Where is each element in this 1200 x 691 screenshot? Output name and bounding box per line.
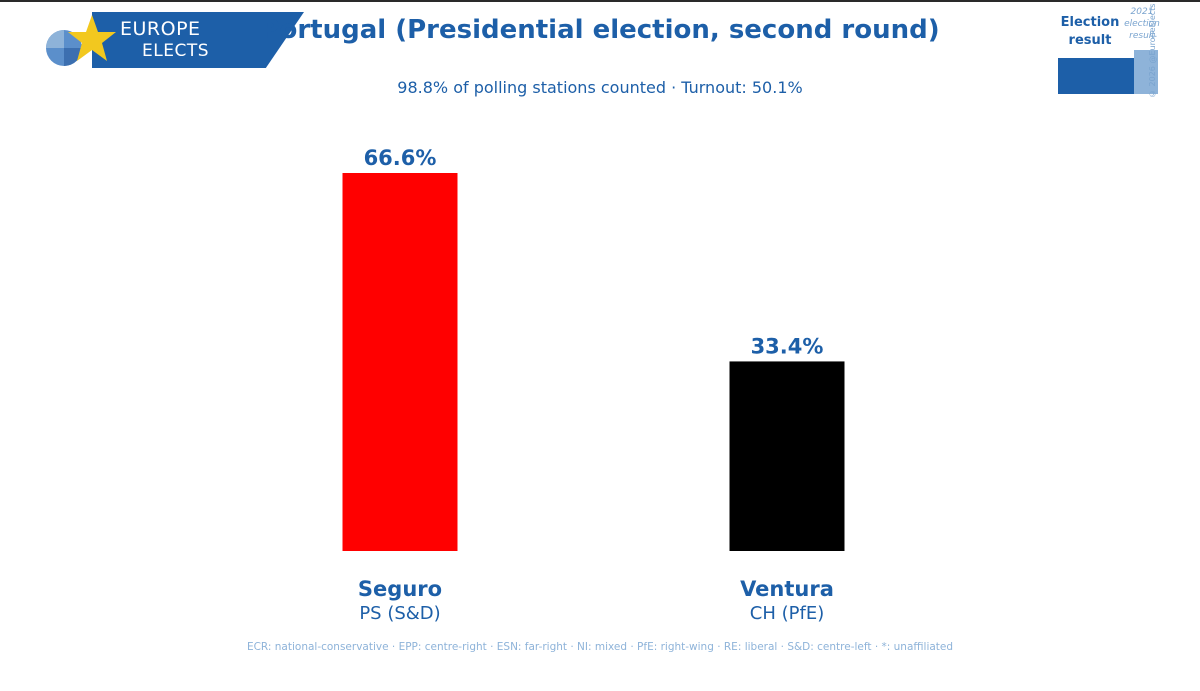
value-label-ventura: 33.4% (751, 334, 824, 358)
legend: Election result 2021 election result (1056, 6, 1196, 98)
candidate-party-ventura: CH (PfE) (749, 603, 825, 624)
value-label-seguro: 66.6% (364, 146, 437, 170)
chart-subtitle: 98.8% of polling stations counted · Turn… (397, 78, 803, 97)
logo-text-europe: EUROPE (120, 18, 201, 40)
bar-ventura (729, 361, 845, 551)
legend-label-previous-result: 2021 election result (1124, 7, 1160, 41)
candidate-name-ventura: Ventura (740, 577, 834, 601)
candidate-name-seguro: Seguro (357, 577, 443, 601)
top-rule (0, 0, 1200, 2)
legend-swatch-previous (1134, 50, 1158, 94)
legend-label-election-result: Election result (1060, 15, 1120, 48)
legend-swatch-current (1058, 58, 1134, 94)
bar-seguro (342, 173, 458, 551)
logo-globe-star-icon (46, 15, 116, 66)
logo-text-elects: ELECTS (142, 41, 209, 61)
footnote: ECR: national-conservative · EPP: centre… (246, 641, 954, 653)
candidate-party-seguro: PS (S&D) (359, 603, 441, 624)
logo-band (92, 12, 304, 68)
europe-elects-logo: EUROPE ELECTS (34, 12, 304, 68)
chart-title: Portugal (Presidential election, second … (260, 15, 940, 45)
